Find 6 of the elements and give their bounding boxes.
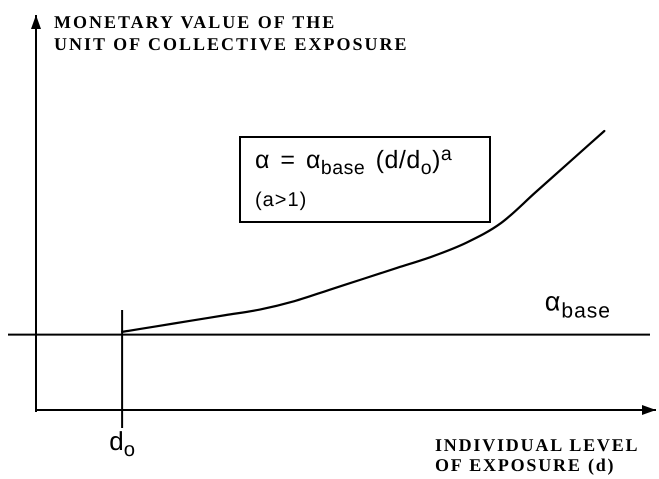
annotation: α = α$_{base}$ (d/d$_{o}$)$^{a}$ [255, 142, 452, 180]
annotation: (a>1) [255, 189, 308, 211]
y-axis-title: MONETARY VALUE OF THE UNIT OF COLLECTIVE EXPOSURE [54, 12, 409, 54]
x-axis-title: INDIVIDUAL LEVEL OF EXPOSURE (d) [435, 435, 640, 475]
text: d$_{o}$ [109, 426, 135, 462]
ref-line-label: α$_{base}$ [544, 286, 611, 322]
